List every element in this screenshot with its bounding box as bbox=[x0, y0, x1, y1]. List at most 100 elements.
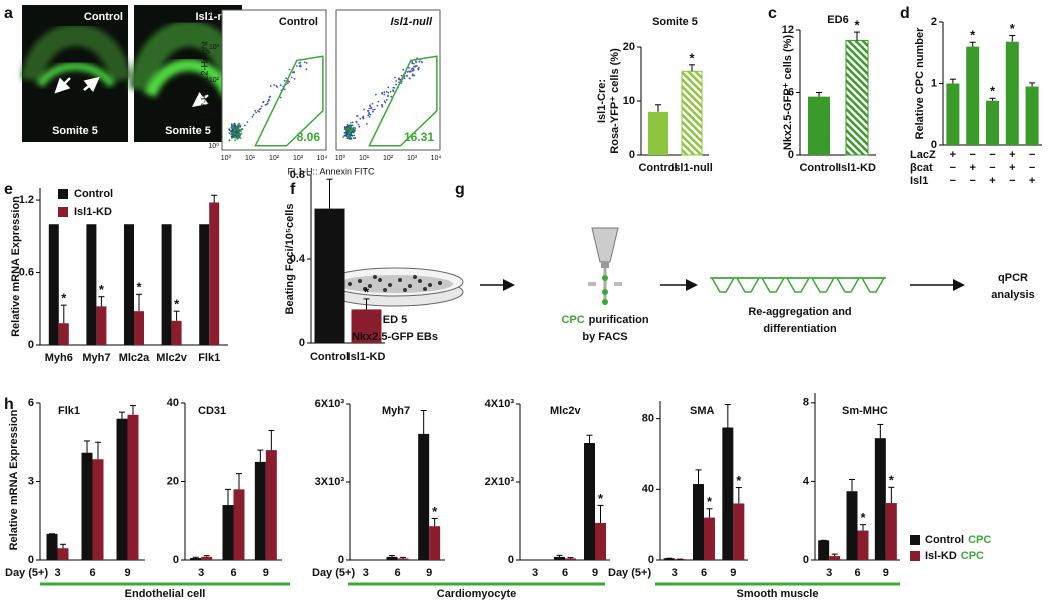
cell-dot bbox=[418, 60, 421, 63]
x-tick-label: 9 bbox=[730, 567, 736, 579]
cell-dot bbox=[305, 62, 308, 64]
bar bbox=[134, 311, 144, 345]
bar bbox=[81, 452, 93, 560]
panel-label: b bbox=[205, 5, 215, 22]
step-label: qPCR bbox=[998, 272, 1028, 284]
significance-star: * bbox=[99, 282, 105, 297]
y-tick-label: 0 bbox=[931, 139, 937, 151]
y-tick-label: 0.4 bbox=[290, 253, 306, 265]
y-tick-label: 0 bbox=[803, 554, 809, 566]
y-tick-label: 0 bbox=[28, 339, 34, 351]
y-tick-label: 0 bbox=[299, 337, 305, 349]
cell-dot bbox=[397, 78, 400, 81]
x-tick-label: 10³ bbox=[407, 155, 418, 162]
x-tick-label: Isl1-null bbox=[671, 162, 713, 174]
cell-dot bbox=[244, 124, 246, 127]
cell-dot bbox=[279, 84, 282, 87]
panel-label: c bbox=[768, 5, 777, 22]
bar bbox=[663, 558, 675, 560]
bar bbox=[46, 533, 58, 560]
cell-dot bbox=[269, 95, 272, 98]
x-tick-label: 10⁴ bbox=[431, 155, 442, 162]
panel-label: h bbox=[4, 396, 14, 413]
condition-sign: + bbox=[950, 149, 956, 161]
flow-plot bbox=[335, 9, 441, 151]
cell-dot bbox=[230, 123, 233, 125]
x-tick-label: 3 bbox=[363, 567, 369, 579]
x-tick-label: Isl1-KD bbox=[838, 162, 876, 174]
cell-dot bbox=[346, 127, 348, 130]
cell-dot bbox=[234, 132, 236, 135]
cell-dot bbox=[239, 134, 241, 137]
cell-dot bbox=[362, 117, 365, 120]
x-tick-label: 10³ bbox=[293, 155, 304, 162]
cell-dot bbox=[377, 100, 380, 103]
chart-title: ED6 bbox=[827, 14, 848, 26]
y-tick-label: 0.6 bbox=[19, 266, 34, 278]
x-tick-label: 6 bbox=[89, 567, 95, 579]
y-tick-label: 3X10³ bbox=[315, 476, 345, 488]
cell-dot bbox=[233, 123, 236, 126]
x-tick-label: 9 bbox=[592, 567, 598, 579]
bar bbox=[161, 224, 172, 345]
cell-dot bbox=[293, 71, 295, 73]
y-tick-label: 20 bbox=[167, 475, 179, 487]
cell-dot bbox=[353, 134, 355, 137]
cell-dot bbox=[385, 99, 388, 101]
cell-dot bbox=[389, 90, 392, 93]
significance-star: * bbox=[364, 284, 370, 299]
cell-dot bbox=[354, 129, 356, 132]
cell-dot bbox=[354, 127, 357, 129]
panel-label: f bbox=[290, 181, 296, 198]
bar bbox=[314, 208, 345, 343]
cell-dot bbox=[233, 130, 236, 133]
panel-label: a bbox=[4, 5, 13, 22]
y-tick-label: 20 bbox=[623, 41, 635, 53]
cell-dot bbox=[357, 123, 360, 126]
cell-dot bbox=[348, 135, 351, 138]
chart-title: Mlc2v bbox=[550, 405, 581, 417]
chart-title: SMA bbox=[690, 405, 715, 417]
cell-dot bbox=[353, 137, 355, 140]
bar bbox=[829, 556, 841, 560]
cell-dot bbox=[348, 128, 351, 131]
y-tick-label: 0 bbox=[338, 554, 344, 566]
x-tick-label: Mlc2v bbox=[156, 352, 187, 364]
cell-dot bbox=[372, 110, 374, 113]
bar bbox=[681, 70, 703, 156]
bar bbox=[222, 505, 234, 560]
panel-label: g bbox=[455, 181, 465, 198]
cell-dot bbox=[410, 68, 413, 70]
y-tick-label: 6 bbox=[788, 86, 794, 98]
cell-dot bbox=[350, 126, 353, 129]
x-tick-label: 10⁰ bbox=[335, 154, 346, 162]
cell-dot bbox=[394, 76, 396, 79]
cell-dot bbox=[366, 123, 368, 125]
legend-swatch bbox=[58, 207, 68, 217]
bar bbox=[554, 556, 565, 560]
y-axis-label: Nkx2.5-GFP⁺ cells (%) bbox=[782, 35, 794, 151]
cell-dot bbox=[347, 131, 349, 134]
x-tick-label: Myh6 bbox=[45, 352, 73, 364]
cell-dot bbox=[369, 113, 372, 116]
cell-dot bbox=[228, 139, 231, 142]
cell-dot bbox=[363, 108, 365, 111]
cell-dot bbox=[273, 84, 276, 86]
legend-name: Isl-KD bbox=[925, 550, 957, 562]
significance-star: * bbox=[61, 291, 67, 306]
significance-star: * bbox=[736, 473, 742, 488]
cell-dot bbox=[417, 66, 420, 69]
x-tick-label: 10² bbox=[383, 155, 394, 162]
cell-dot bbox=[259, 107, 262, 110]
cell-dot bbox=[288, 68, 291, 71]
cell-dot bbox=[230, 130, 232, 133]
cell-dot bbox=[385, 90, 388, 93]
cell-dot bbox=[295, 65, 298, 67]
cell-dot bbox=[406, 75, 408, 77]
cell-dot bbox=[367, 109, 369, 112]
flow-plot bbox=[221, 9, 327, 151]
cell-dot bbox=[355, 120, 358, 123]
bar bbox=[351, 309, 382, 343]
bar bbox=[946, 83, 960, 145]
